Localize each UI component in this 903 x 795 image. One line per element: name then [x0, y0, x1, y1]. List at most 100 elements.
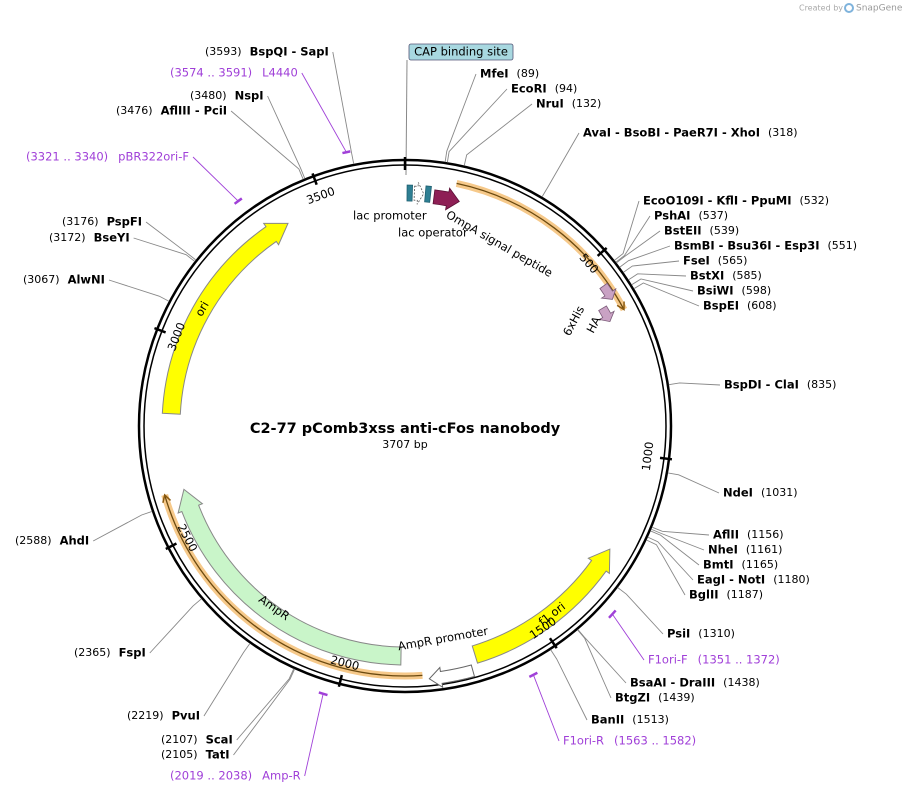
- site-position: (2107): [161, 733, 198, 746]
- primer-mark: [342, 150, 351, 155]
- region-arrowhead: [162, 493, 172, 503]
- site-leader: [647, 536, 694, 581]
- tick-mark: [596, 247, 608, 257]
- primer-mark: [608, 609, 617, 619]
- site-leader: [230, 110, 304, 180]
- feature-ha: [598, 305, 615, 323]
- site-position: (132): [572, 97, 602, 110]
- cap-leader: [405, 59, 408, 176]
- site-leader: [133, 237, 196, 262]
- region-line: [164, 494, 423, 677]
- primer-leader: [301, 72, 347, 153]
- site-leader: [92, 511, 153, 542]
- primer-name: pBR322ori-F: [118, 150, 189, 164]
- site-leader: [616, 230, 661, 264]
- feature-label: ori: [192, 299, 212, 319]
- tick-label: 2000: [329, 653, 361, 674]
- primer-name: F1ori-R: [563, 734, 604, 748]
- site-position: (3172): [49, 231, 86, 244]
- site-leader: [615, 215, 651, 263]
- site-leader: [267, 95, 306, 179]
- feature-label: CAP binding site: [414, 45, 508, 59]
- tick-mark: [311, 172, 318, 186]
- feature-6xhis: [599, 282, 617, 300]
- site-position: (3067): [23, 273, 60, 286]
- site-position: (2588): [15, 534, 52, 547]
- site-leader: [651, 526, 710, 536]
- site-position: (532): [799, 194, 829, 207]
- site-position: (1180): [773, 573, 810, 586]
- primer-leader: [304, 693, 324, 777]
- site-leader: [614, 200, 640, 261]
- site-name: BstEII: [664, 224, 702, 238]
- site-position: (1513): [632, 713, 669, 726]
- site-leader: [623, 260, 680, 273]
- site-name: NdeI: [723, 486, 753, 500]
- site-position: (2105): [161, 748, 198, 761]
- site-position: (608): [747, 299, 777, 312]
- site-name: AflII: [713, 528, 739, 542]
- region-arrowhead: [616, 301, 625, 311]
- site-name: BanII: [591, 713, 624, 727]
- primer-range: (2019 .. 2038): [170, 769, 252, 783]
- feature-label: 6xHis: [560, 303, 587, 338]
- site-leader: [108, 279, 170, 302]
- site-name: BspDI - ClaI: [724, 378, 799, 392]
- site-name: BsiWI: [697, 284, 734, 298]
- site-name: FspI: [119, 646, 146, 660]
- site-position: (3480): [190, 89, 227, 102]
- primer-leader: [532, 674, 560, 742]
- feature-ampr: [177, 488, 402, 666]
- site-leader: [444, 73, 477, 163]
- site-leader: [646, 539, 686, 596]
- site-position: (565): [718, 254, 748, 267]
- brand: SnapGene: [856, 4, 903, 14]
- site-position: (2365): [74, 646, 111, 659]
- site-position: (1161): [746, 543, 783, 556]
- site-name: EcoO109I - KflI - PpuMI: [643, 194, 791, 208]
- site-name: BsmBI - Bsu36I - Esp3I: [674, 239, 820, 253]
- site-name: PvuI: [172, 709, 200, 723]
- tick-mark: [337, 674, 344, 688]
- site-position: (1439): [658, 691, 695, 704]
- site-position: (318): [768, 126, 798, 139]
- region-line: [456, 182, 625, 310]
- site-name: FseI: [683, 254, 710, 268]
- site-leader: [577, 629, 627, 684]
- site-name: BseYI: [94, 231, 130, 245]
- site-name: AlwNI: [68, 273, 105, 287]
- site-name: EcoRI: [511, 82, 547, 96]
- tick-label: 3500: [304, 184, 336, 207]
- site-position: (89): [517, 67, 540, 80]
- tick-mark: [153, 326, 167, 334]
- feature-lac-promoter: [413, 182, 425, 205]
- site-leader: [651, 528, 705, 551]
- site-name: BtgZI: [615, 691, 650, 705]
- site-leader: [550, 649, 588, 721]
- site-leader: [631, 278, 694, 292]
- primer-leader: [192, 156, 239, 202]
- site-position: (539): [710, 224, 740, 237]
- tick-mark: [165, 542, 178, 551]
- site-name: PspFI: [107, 215, 142, 229]
- site-leader: [332, 51, 355, 165]
- site-leader: [233, 668, 296, 756]
- tick-mark: [659, 456, 673, 461]
- feature-ampr-promoter: [428, 664, 476, 689]
- site-position: (2219): [127, 709, 164, 722]
- primer-mark: [528, 671, 538, 678]
- site-name: PsiI: [667, 627, 690, 641]
- logo-icon: [844, 3, 854, 13]
- site-leader: [541, 132, 580, 198]
- site-name: ScaI: [206, 733, 233, 747]
- created-by: Created by: [799, 4, 843, 13]
- site-leader: [577, 629, 612, 699]
- site-position: (1438): [723, 676, 760, 689]
- site-position: (1031): [761, 486, 798, 499]
- feature-f1-ori: [471, 548, 611, 664]
- map-length: 3707 bp: [382, 438, 427, 451]
- site-leader: [628, 273, 687, 281]
- site-name: NruI: [536, 97, 564, 111]
- site-name: BstXI: [690, 269, 724, 283]
- site-position: (1187): [727, 588, 764, 601]
